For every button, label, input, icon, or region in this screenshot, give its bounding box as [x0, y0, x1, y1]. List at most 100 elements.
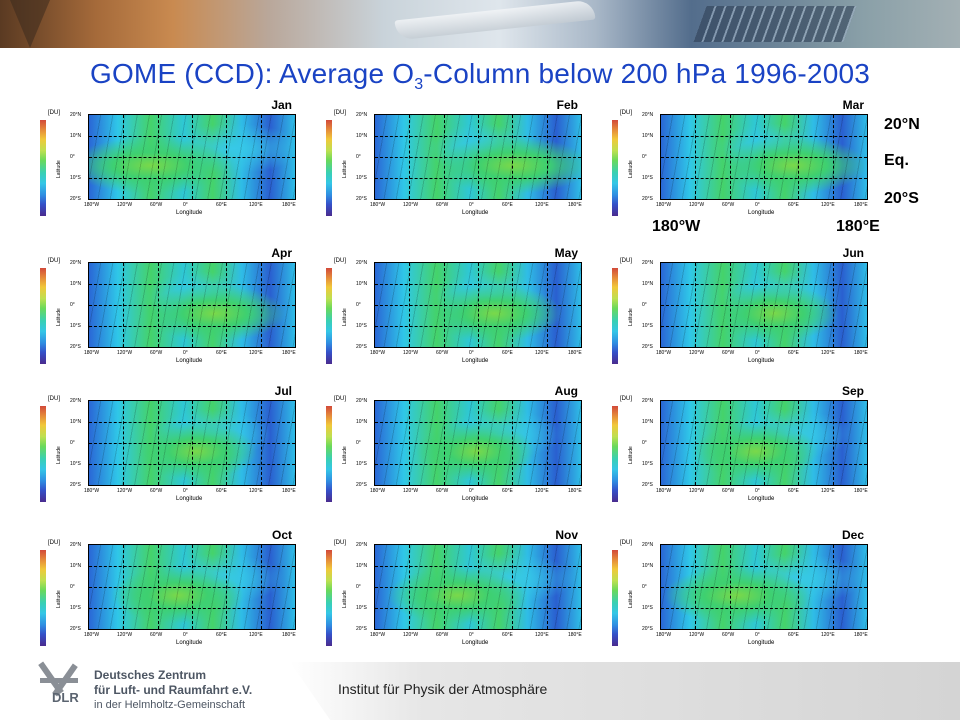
- y-tick-label: 20°N: [642, 542, 654, 548]
- x-axis-name: Longitude: [462, 640, 489, 646]
- y-tick-label: 10°N: [642, 133, 654, 139]
- x-tick-label: 180°W: [370, 632, 386, 638]
- grid-line: [375, 284, 581, 285]
- unit-label: [DU]: [334, 540, 346, 546]
- y-axis-name: Latitude: [56, 590, 62, 608]
- y-tick-label: 20°S: [642, 626, 653, 632]
- y-tick-label: 10°S: [642, 175, 653, 181]
- x-tick-label: 120°E: [535, 350, 549, 356]
- x-tick-label: 120°W: [689, 202, 705, 208]
- month-label: Sep: [841, 384, 864, 398]
- x-tick-label: 60°E: [216, 632, 227, 638]
- x-tick-label: 120°W: [689, 350, 705, 356]
- x-tick-label: 120°W: [117, 350, 133, 356]
- month-panel: Oct [DU] Latitude 20°N 10°N 0° 10°S 20°S 180°W 12…: [40, 528, 302, 668]
- y-tick-label: 10°S: [70, 461, 81, 467]
- x-axis-name: Longitude: [462, 496, 489, 502]
- x-tick-label: 120°W: [403, 632, 419, 638]
- y-tick-label: 20°S: [642, 344, 653, 350]
- y-axis-name: Latitude: [342, 160, 348, 178]
- x-tick-label: 180°E: [568, 202, 582, 208]
- y-tick-label: 20°S: [642, 482, 653, 488]
- grid-line: [89, 464, 295, 465]
- x-axis-name: Longitude: [748, 358, 775, 364]
- month-panel: Aug [DU] Latitude 20°N 10°N 0° 10°S 20°S 180°W 12…: [326, 384, 588, 524]
- y-tick-label: 0°: [642, 584, 647, 590]
- x-tick-label: 60°E: [502, 350, 513, 356]
- x-tick-label: 60°W: [436, 632, 449, 638]
- x-tick-label: 120°E: [249, 350, 263, 356]
- y-tick-label: 10°N: [356, 563, 368, 569]
- x-tick-label: 120°W: [689, 488, 705, 494]
- grid-line: [661, 422, 867, 423]
- x-tick-label: 180°E: [854, 488, 868, 494]
- month-label: Jan: [271, 98, 292, 112]
- y-tick-label: 0°: [356, 440, 361, 446]
- ozone-map: [88, 262, 296, 348]
- x-tick-label: 60°W: [722, 202, 735, 208]
- ozone-map: [660, 262, 868, 348]
- y-axis-name: Latitude: [628, 446, 634, 464]
- x-tick-label: 180°W: [84, 202, 100, 208]
- x-tick-label: 60°E: [216, 350, 227, 356]
- grid-line: [89, 608, 295, 609]
- solar-panel-image: [693, 6, 857, 42]
- x-tick-label: 180°W: [370, 488, 386, 494]
- y-axis-name: Latitude: [342, 446, 348, 464]
- x-tick-label: 0°: [469, 632, 474, 638]
- dlr-logo-text: DLR: [52, 690, 79, 705]
- grid-line: [661, 136, 867, 137]
- y-tick-label: 10°S: [642, 605, 653, 611]
- y-axis-name: Latitude: [342, 590, 348, 608]
- x-tick-label: 60°E: [502, 202, 513, 208]
- y-tick-label: 10°N: [642, 563, 654, 569]
- x-tick-label: 120°W: [689, 632, 705, 638]
- grid-line: [375, 587, 581, 588]
- grid-line: [661, 464, 867, 465]
- month-panel: Jan [DU] Latitude 20°N 10°N 0° 10°S 20°S 180°W 12…: [40, 98, 302, 238]
- org-line-3: in der Helmholtz-Gemeinschaft: [94, 699, 246, 711]
- x-tick-label: 120°E: [249, 632, 263, 638]
- grid-line: [89, 305, 295, 306]
- x-tick-label: 0°: [469, 202, 474, 208]
- y-tick-label: 10°N: [356, 419, 368, 425]
- y-tick-label: 10°N: [70, 281, 82, 287]
- x-tick-label: 120°E: [821, 488, 835, 494]
- unit-label: [DU]: [334, 258, 346, 264]
- unit-label: [DU]: [334, 110, 346, 116]
- x-tick-label: 60°W: [150, 350, 163, 356]
- x-tick-label: 180°W: [370, 202, 386, 208]
- x-tick-label: 60°W: [722, 632, 735, 638]
- x-tick-label: 60°W: [150, 488, 163, 494]
- grid-line: [375, 422, 581, 423]
- month-label: May: [554, 246, 578, 260]
- x-axis-name: Longitude: [748, 496, 775, 502]
- month-label: Oct: [271, 528, 292, 542]
- y-tick-label: 0°: [356, 302, 361, 308]
- y-tick-label: 10°N: [70, 563, 82, 569]
- org-line-1: Deutsches Zentrum: [94, 668, 207, 682]
- month-label: Dec: [841, 528, 864, 542]
- grid-line: [89, 566, 295, 567]
- colorbar: [326, 550, 332, 646]
- x-tick-label: 60°E: [788, 632, 799, 638]
- y-tick-label: 20°N: [642, 260, 654, 266]
- y-tick-label: 10°S: [356, 323, 367, 329]
- unit-label: [DU]: [48, 258, 60, 264]
- grid-line: [89, 178, 295, 179]
- x-tick-label: 180°E: [854, 202, 868, 208]
- x-tick-label: 60°W: [150, 632, 163, 638]
- ozone-map: [88, 544, 296, 630]
- grid-line: [89, 422, 295, 423]
- x-tick-label: 180°E: [282, 488, 296, 494]
- month-label: Jul: [274, 384, 292, 398]
- y-tick-label: 10°N: [642, 281, 654, 287]
- x-tick-label: 180°W: [656, 488, 672, 494]
- organization-name: Deutsches Zentrum für Luft- und Raumfahr…: [94, 668, 252, 713]
- month-panel: Apr [DU] Latitude 20°N 10°N 0° 10°S 20°S 180°W 12…: [40, 246, 302, 386]
- x-axis-name: Longitude: [176, 358, 203, 364]
- y-tick-label: 0°: [70, 440, 75, 446]
- x-tick-label: 60°E: [502, 488, 513, 494]
- grid-line: [661, 284, 867, 285]
- ozone-map: [660, 400, 868, 486]
